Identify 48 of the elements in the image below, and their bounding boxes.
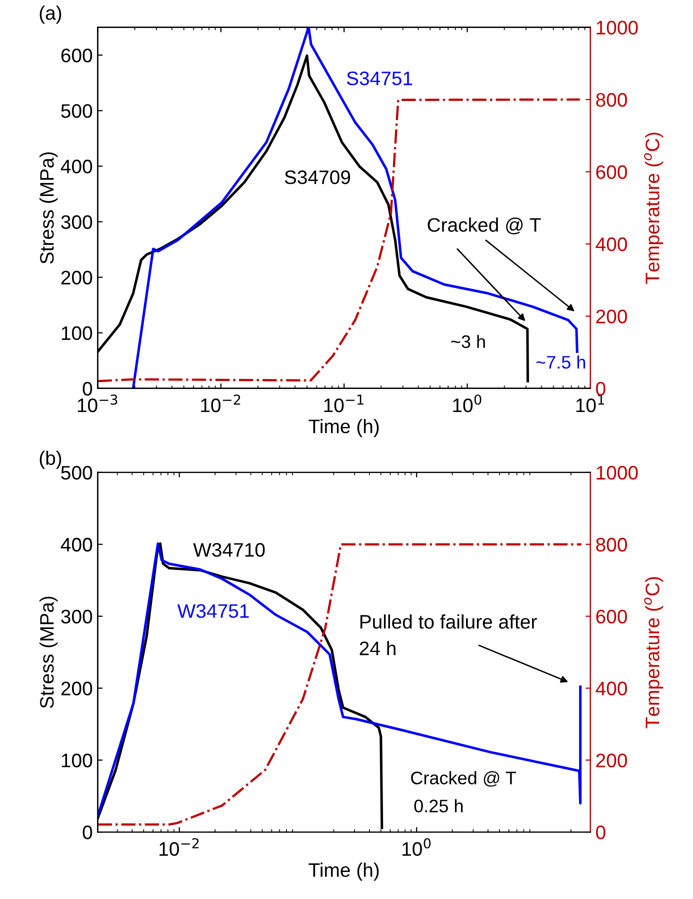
- annotation: Pulled to failure after 24 h: [360, 614, 537, 656]
- annotation: Cracked @ T: [428, 218, 541, 234]
- y2-tick-label: 1000: [596, 466, 638, 480]
- series-label: W34710: [193, 542, 265, 557]
- y-tick-label: 100: [62, 326, 92, 340]
- y2-tick-label: 600: [596, 610, 627, 624]
- y-tick-label: 200: [61, 270, 92, 285]
- x-tick-label: 10$^{0}$: [453, 394, 482, 412]
- y-tick-label: 300: [61, 610, 92, 624]
- series-label: S34751: [346, 71, 412, 86]
- y2-tick-label: 400: [596, 237, 627, 252]
- y2-tick-label: 200: [596, 310, 627, 324]
- series-label: W34751: [177, 604, 249, 618]
- series-label: S34709: [284, 170, 350, 184]
- x-axis-title: Time (h): [308, 862, 379, 881]
- y2-tick-label: 800: [596, 538, 627, 552]
- y2-tick-label: 0: [596, 382, 606, 396]
- y-tick-label: 500: [61, 104, 92, 118]
- x-axis-title: Time (h): [308, 418, 379, 438]
- x-tick-label: 10$^{−1}$: [324, 394, 364, 412]
- y-tick-label: 300: [61, 215, 92, 229]
- chart-title: (a): [40, 6, 62, 24]
- y-tick-label: 0: [82, 825, 92, 840]
- y2-tick-label: 600: [596, 165, 627, 179]
- y-tick-label: 600: [61, 48, 92, 62]
- y2-tick-label: 200: [596, 754, 627, 768]
- annotation: ~7.5 h: [536, 355, 586, 369]
- chart-title: (b): [40, 450, 62, 469]
- y-tick-label: 400: [60, 160, 92, 174]
- y2-axis-title: Temperature ($^{o}$C): [644, 577, 664, 728]
- x-tick-label: 10$^{−2}$: [160, 838, 199, 856]
- annotation: 0.25 h: [414, 799, 463, 812]
- y2-tick-label: 0: [596, 825, 606, 840]
- annotation: Cracked @ T: [411, 771, 516, 787]
- y2-tick-label: 1000: [596, 20, 638, 35]
- y2-tick-label: 800: [596, 93, 627, 107]
- x-tick-label: 10$^{0}$: [402, 838, 431, 856]
- y-tick-label: 0: [82, 382, 92, 396]
- y-tick-label: 200: [61, 682, 92, 696]
- y2-axis-title: Temperature ($^{o}$C): [644, 132, 664, 284]
- annotation: ~3 h: [451, 334, 485, 348]
- y-tick-label: 400: [60, 538, 92, 552]
- y2-tick-label: 400: [596, 682, 627, 696]
- y-axis-title: Stress (MPa): [40, 596, 58, 708]
- y-axis-title: Stress (MPa): [40, 152, 58, 264]
- y-tick-label: 500: [61, 466, 92, 480]
- x-tick-label: 10$^{−2}$: [201, 394, 240, 412]
- y-tick-label: 100: [62, 754, 92, 768]
